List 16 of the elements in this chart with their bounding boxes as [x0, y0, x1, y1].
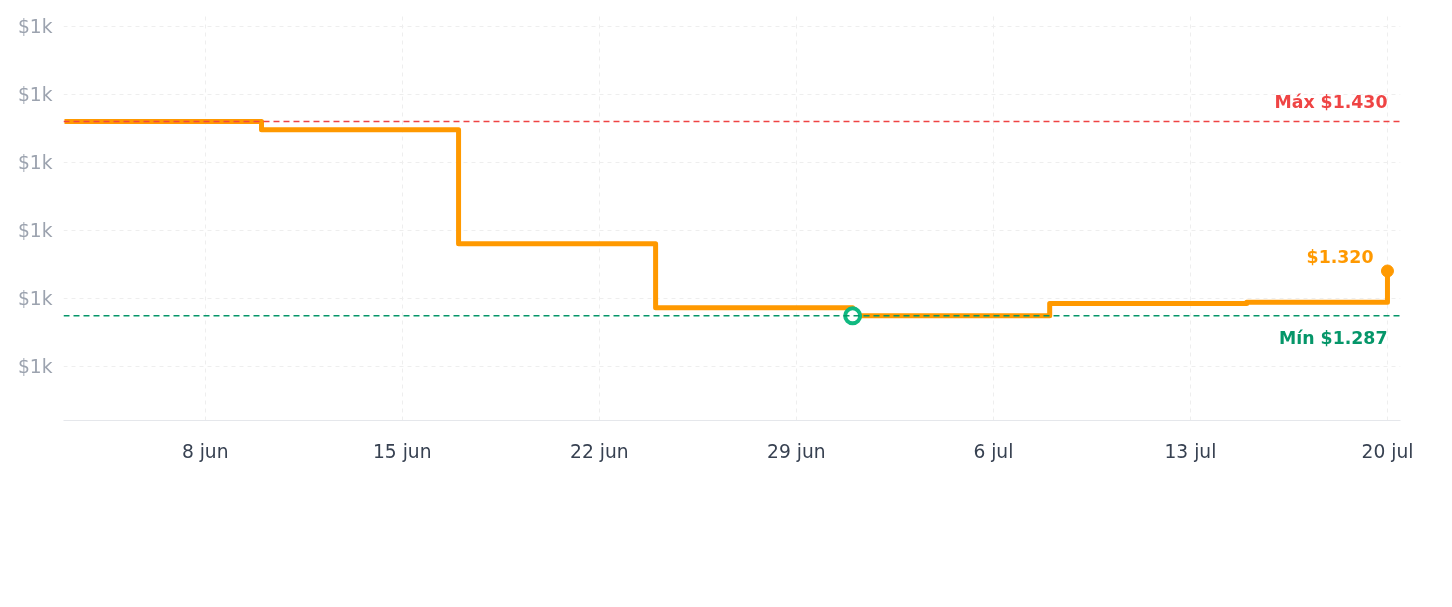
x-tick-label: 20 jul: [1361, 440, 1414, 462]
ref-line-label: Mín $1.287: [1279, 327, 1388, 348]
x-tick-label: 15 jun: [373, 440, 432, 462]
y-tick-label: $1k: [17, 355, 53, 377]
x-tick-label: 8 jun: [181, 440, 229, 462]
y-tick-label: $1k: [17, 151, 53, 173]
x-tick-label: 22 jun: [570, 440, 629, 462]
ref-line-label: Máx $1.430: [1274, 91, 1388, 112]
y-tick-label: $1k: [17, 219, 53, 241]
y-tick-label: $1k: [17, 15, 53, 37]
x-tick-label: 13 jul: [1164, 440, 1217, 462]
x-tick-label: 29 jun: [767, 440, 826, 462]
y-tick-label: $1k: [17, 83, 53, 105]
data-label: $1.320: [1306, 247, 1374, 267]
y-tick-label: $1k: [17, 287, 53, 309]
x-tick-label: 6 jul: [973, 440, 1014, 462]
